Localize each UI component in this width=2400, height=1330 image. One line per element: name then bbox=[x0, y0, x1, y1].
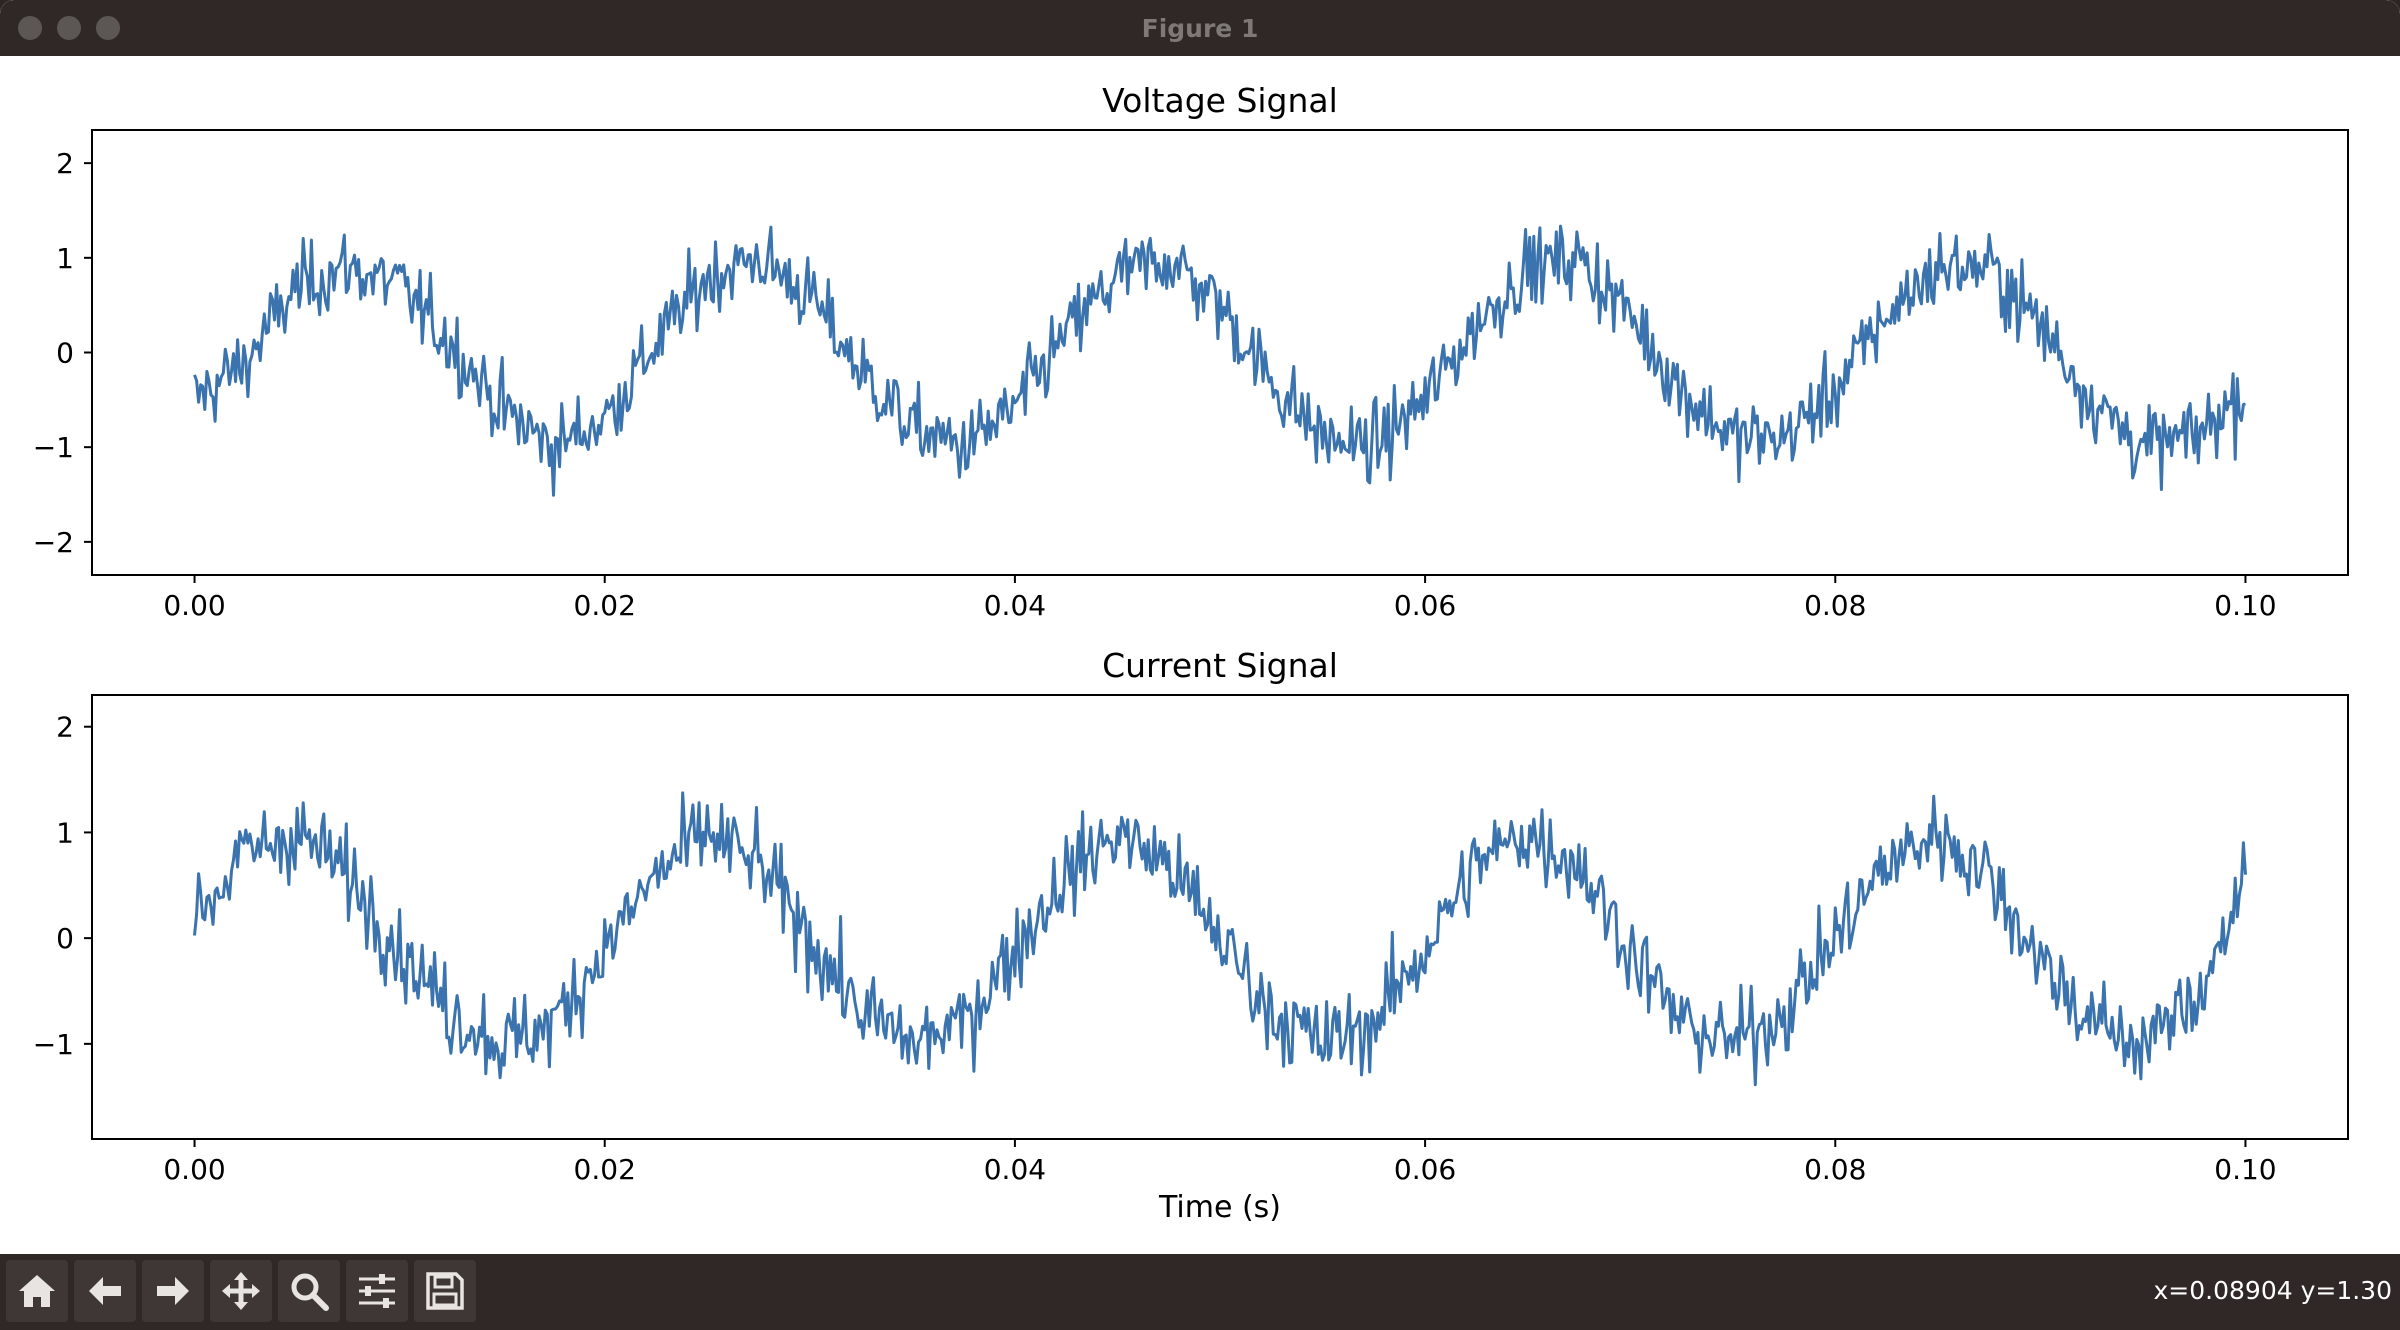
y-tick-label: 0 bbox=[56, 922, 74, 955]
title-bar: Figure 1 bbox=[0, 0, 2400, 56]
y-tick-label: 1 bbox=[56, 816, 74, 849]
y-tick-label: −2 bbox=[33, 526, 74, 559]
home-icon bbox=[19, 1275, 55, 1307]
x-tick-label: 0.10 bbox=[2214, 1153, 2276, 1186]
x-tick-label: 0.02 bbox=[574, 1153, 636, 1186]
forward-button[interactable] bbox=[142, 1260, 204, 1322]
close-window-icon[interactable] bbox=[18, 16, 42, 40]
pan-button[interactable] bbox=[210, 1260, 272, 1322]
back-button[interactable] bbox=[74, 1260, 136, 1322]
y-tick-label: −1 bbox=[33, 1028, 74, 1061]
axes-frame bbox=[91, 129, 2349, 576]
floppy-disk-icon bbox=[426, 1272, 464, 1310]
y-tick-label: 1 bbox=[56, 242, 74, 275]
arrow-left-icon bbox=[89, 1277, 121, 1305]
x-tick-label: 0.04 bbox=[984, 589, 1046, 622]
y-tick-label: −1 bbox=[33, 431, 74, 464]
minimize-window-icon[interactable] bbox=[57, 16, 81, 40]
magnifier-icon bbox=[291, 1273, 329, 1311]
series-line bbox=[193, 224, 2246, 497]
series-line bbox=[193, 791, 2247, 1087]
y-tick-label: 2 bbox=[56, 711, 74, 744]
x-tick-label: 0.06 bbox=[1394, 589, 1456, 622]
x-tick-label: 0.02 bbox=[574, 589, 636, 622]
y-tick-label: 0 bbox=[56, 337, 74, 370]
sliders-icon bbox=[359, 1274, 395, 1308]
figure-canvas[interactable]: Voltage Signal 0.00 0.02 0.04 0.06 0.08 0.10 2 1… bbox=[0, 56, 2400, 1254]
x-tick-label: 0.00 bbox=[163, 1153, 225, 1186]
home-button[interactable] bbox=[6, 1260, 68, 1322]
arrow-right-icon bbox=[157, 1277, 189, 1305]
y-tick-label: 2 bbox=[56, 147, 74, 180]
move-icon bbox=[222, 1272, 260, 1310]
zoom-button[interactable] bbox=[278, 1260, 340, 1322]
figure-svg: Voltage Signal 0.00 0.02 0.04 0.06 0.08 0.10 2 1… bbox=[33, 81, 2349, 1225]
x-tick-label: 0.10 bbox=[2214, 589, 2276, 622]
window-title: Figure 1 bbox=[1141, 13, 1259, 43]
x-tick-label: 0.06 bbox=[1394, 1153, 1456, 1186]
axes-frame bbox=[91, 694, 2349, 1140]
x-tick-label: 0.00 bbox=[163, 589, 225, 622]
navigation-toolbar: x=0.08904 y=1.30 bbox=[0, 1254, 2400, 1330]
x-tick-label: 0.04 bbox=[984, 1153, 1046, 1186]
save-button[interactable] bbox=[414, 1260, 476, 1322]
x-tick-label: 0.08 bbox=[1804, 589, 1866, 622]
cursor-coordinates: x=0.08904 y=1.30 bbox=[2153, 1276, 2392, 1305]
x-tick-label: 0.08 bbox=[1804, 1153, 1866, 1186]
chart-title: Current Signal bbox=[1102, 646, 1338, 685]
configure-subplots-button[interactable] bbox=[346, 1260, 408, 1322]
x-axis-label: Time (s) bbox=[1158, 1190, 1281, 1225]
chart-title: Voltage Signal bbox=[1102, 81, 1338, 120]
maximize-window-icon[interactable] bbox=[96, 16, 120, 40]
